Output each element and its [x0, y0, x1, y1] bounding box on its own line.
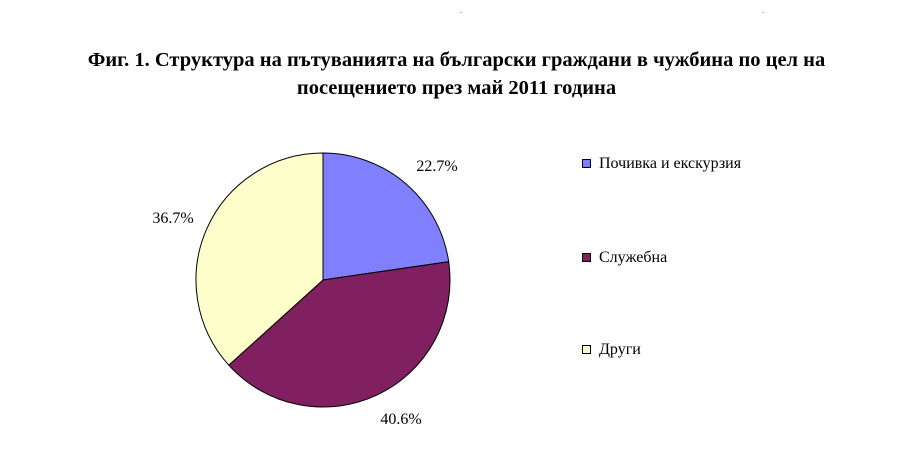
pie-data-labels: 22.7% 40.6% 36.7%	[152, 158, 457, 428]
legend-swatch-3	[582, 345, 591, 354]
legend-label-2: Служебна	[599, 249, 668, 266]
data-label-3: 36.7%	[152, 210, 193, 227]
pie-slice-2	[228, 261, 451, 408]
chart-title-line-1: Фиг. 1. Структура на пътуванията на бълг…	[87, 49, 826, 71]
data-label-2: 40.6%	[380, 411, 421, 428]
pie-slice-3	[195, 152, 324, 366]
stray-mark-1	[460, 12, 462, 13]
legend-label-1: Почивка и екскурзия	[599, 155, 742, 172]
pie-slice-1	[322, 152, 450, 281]
legend-label-3: Други	[599, 341, 641, 358]
stray-mark-2	[762, 12, 764, 13]
legend-swatch-2	[582, 253, 591, 262]
pie-slices	[195, 152, 451, 408]
legend-swatch-1	[582, 159, 591, 168]
data-label-1: 22.7%	[416, 158, 457, 175]
chart-title-line-2: посещението през май 2011 година	[296, 77, 617, 99]
